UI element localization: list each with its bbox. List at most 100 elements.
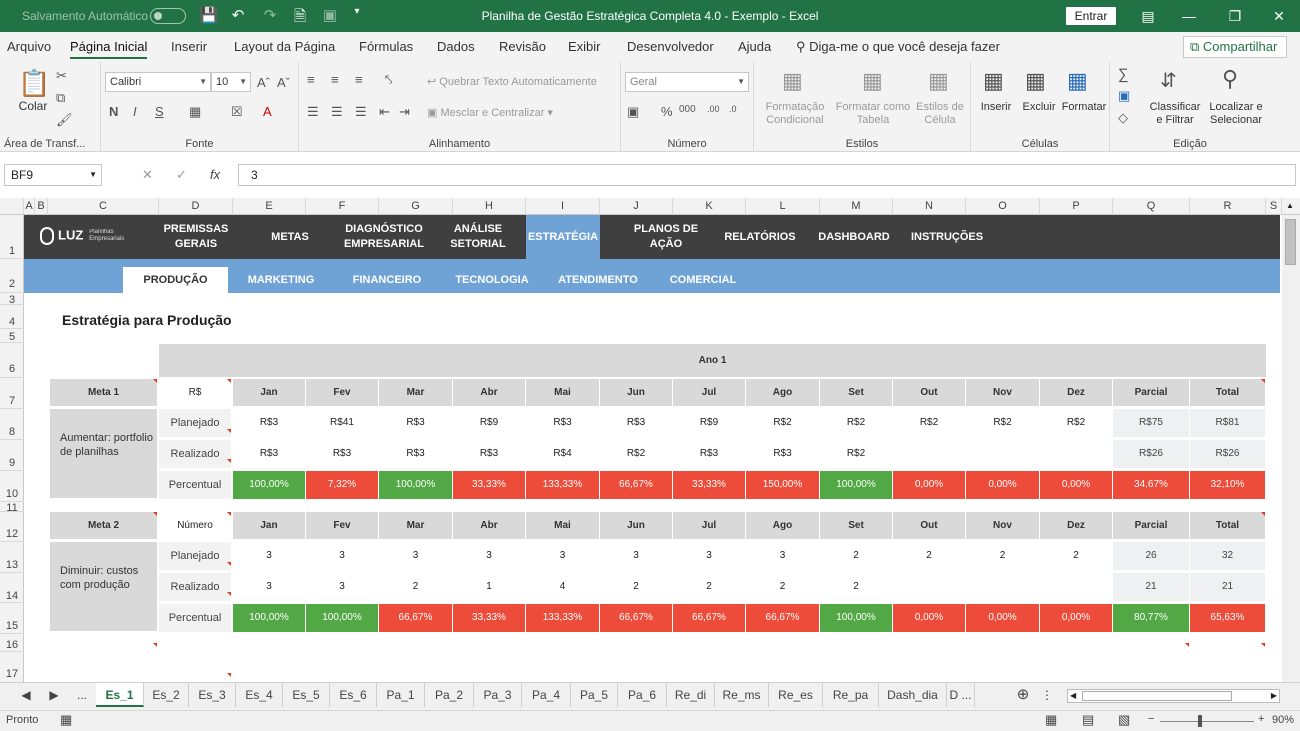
restore-icon[interactable]: ❐ [1228,8,1242,24]
column-header[interactable]: B [35,198,48,215]
italic-icon[interactable]: I [133,104,137,119]
sheet-tab[interactable]: Es_2 [144,683,189,707]
add-sheet-icon[interactable]: ⊕ [1016,686,1030,703]
data-cell[interactable]: 0,00% [966,604,1039,632]
meta-unit[interactable]: R$ [159,379,231,406]
tab-pagina-inicial[interactable]: Página Inicial [70,32,148,62]
column-header[interactable]: A [24,198,35,215]
data-cell[interactable] [893,440,965,468]
data-cell[interactable]: R$2 [820,440,892,468]
paste-icon[interactable]: 📋 [18,68,51,98]
nav-premissas[interactable]: PREMISSAS GERAIS [163,223,229,250]
data-cell[interactable]: 2 [600,573,672,601]
decrease-font-icon[interactable]: Aˇ [277,75,290,90]
h-scroll-thumb[interactable] [1082,691,1232,701]
data-cell[interactable]: 66,67% [379,604,452,632]
data-cell[interactable]: 0,00% [893,471,965,499]
save-icon[interactable]: 💾 [199,7,219,24]
enter-icon[interactable]: ✓ [176,167,187,182]
increase-decimal-icon[interactable]: .00 [707,104,720,114]
sign-in-button[interactable]: Entrar [1066,7,1116,25]
column-header[interactable]: K [673,198,746,215]
month-header[interactable]: Abr [453,512,525,539]
tab-inserir[interactable]: Inserir [171,39,208,54]
tab-desenvolvedor[interactable]: Desenvolvedor [627,39,714,54]
data-cell[interactable]: 100,00% [233,471,305,499]
data-cell[interactable] [893,573,965,601]
sheet-tab[interactable]: Re_ms [715,683,769,707]
row-header[interactable]: 9 [0,440,24,471]
row-header[interactable]: 12 [0,512,24,542]
column-header[interactable]: Q [1113,198,1190,215]
data-cell[interactable]: R$3 [526,409,599,437]
data-cell[interactable]: 2 [966,542,1039,570]
name-box[interactable]: BF9 ▼ [4,164,102,186]
nav-instrucoes[interactable]: INSTRUÇÕES [910,230,984,243]
data-cell[interactable] [1040,440,1112,468]
data-cell[interactable]: 133,33% [526,471,599,499]
scroll-left-icon[interactable]: ◀ [1070,691,1077,700]
data-cell[interactable]: 150,00% [746,471,819,499]
data-cell[interactable]: 2 [746,573,819,601]
data-cell[interactable]: 3 [453,542,525,570]
column-header[interactable]: R [1190,198,1266,215]
month-header[interactable]: Abr [453,379,525,406]
data-cell[interactable]: 100,00% [820,471,892,499]
data-cell[interactable]: 133,33% [526,604,599,632]
data-cell[interactable]: 3 [600,542,672,570]
tab-formulas[interactable]: Fórmulas [359,39,414,54]
data-cell[interactable]: 2 [893,542,965,570]
autosave-toggle[interactable] [150,8,186,24]
vertical-scrollbar[interactable]: ▲ [1282,201,1300,682]
data-cell[interactable]: R$75 [1113,409,1189,437]
minimize-icon[interactable]: — [1182,8,1196,24]
sheet-tab[interactable]: Pa_5 [571,683,618,707]
data-cell[interactable]: 66,67% [600,604,672,632]
data-cell[interactable]: 26 [1113,542,1189,570]
undo-icon[interactable]: ↶ [231,7,245,24]
month-header[interactable]: Mar [379,512,452,539]
data-cell[interactable]: 80,77% [1113,604,1189,632]
row-header[interactable]: 13 [0,542,24,573]
macro-record-icon[interactable]: ▦ [60,712,73,727]
month-header[interactable]: Parcial [1113,512,1189,539]
select-all-corner[interactable] [0,198,24,215]
data-cell[interactable]: 100,00% [233,604,305,632]
data-cell[interactable]: R$3 [233,440,305,468]
month-header[interactable]: Jul [673,512,745,539]
sheet-tab[interactable]: Dash_dia [879,683,947,707]
data-cell[interactable]: R$2 [1040,409,1112,437]
tab-arquivo[interactable]: Arquivo [7,39,52,54]
subnav-producao[interactable]: PRODUÇÃO [123,267,228,293]
data-cell[interactable]: 33,33% [453,604,525,632]
data-cell[interactable]: 21 [1190,573,1265,601]
data-cell[interactable]: 3 [306,542,378,570]
column-header[interactable]: C [48,198,159,215]
data-cell[interactable]: R$26 [1190,440,1265,468]
sheet-tab[interactable]: Pa_3 [474,683,522,707]
camera-icon[interactable]: ▣ [322,7,338,24]
tab-more-icon[interactable]: ... [76,688,87,702]
data-cell[interactable] [966,440,1039,468]
month-header[interactable]: Jun [600,512,672,539]
column-header[interactable]: F [306,198,379,215]
row-label[interactable]: Realizado [159,573,231,601]
data-cell[interactable]: 66,67% [600,471,672,499]
align-top-icon[interactable]: ≡ [307,72,315,87]
month-header[interactable]: Jan [233,379,305,406]
data-cell[interactable]: 100,00% [306,604,378,632]
data-cell[interactable]: 66,67% [746,604,819,632]
borders-icon[interactable]: ▦ [189,104,202,119]
data-cell[interactable]: R$2 [820,409,892,437]
ribbon-display-icon[interactable]: ▤ [1141,8,1155,24]
data-cell[interactable] [1040,573,1112,601]
scroll-thumb[interactable] [1285,219,1296,265]
meta-description[interactable]: Diminuir: custos com produção [50,542,157,631]
cancel-icon[interactable]: ✕ [142,167,153,182]
find-select-button[interactable]: Localizar e Selecionar [1209,101,1263,126]
row-header[interactable]: 7 [0,378,24,409]
data-cell[interactable]: 32 [1190,542,1265,570]
column-header[interactable]: P [1040,198,1113,215]
redo-icon[interactable]: ↷ [263,7,277,24]
copy-icon[interactable]: ⧉ [56,90,66,105]
